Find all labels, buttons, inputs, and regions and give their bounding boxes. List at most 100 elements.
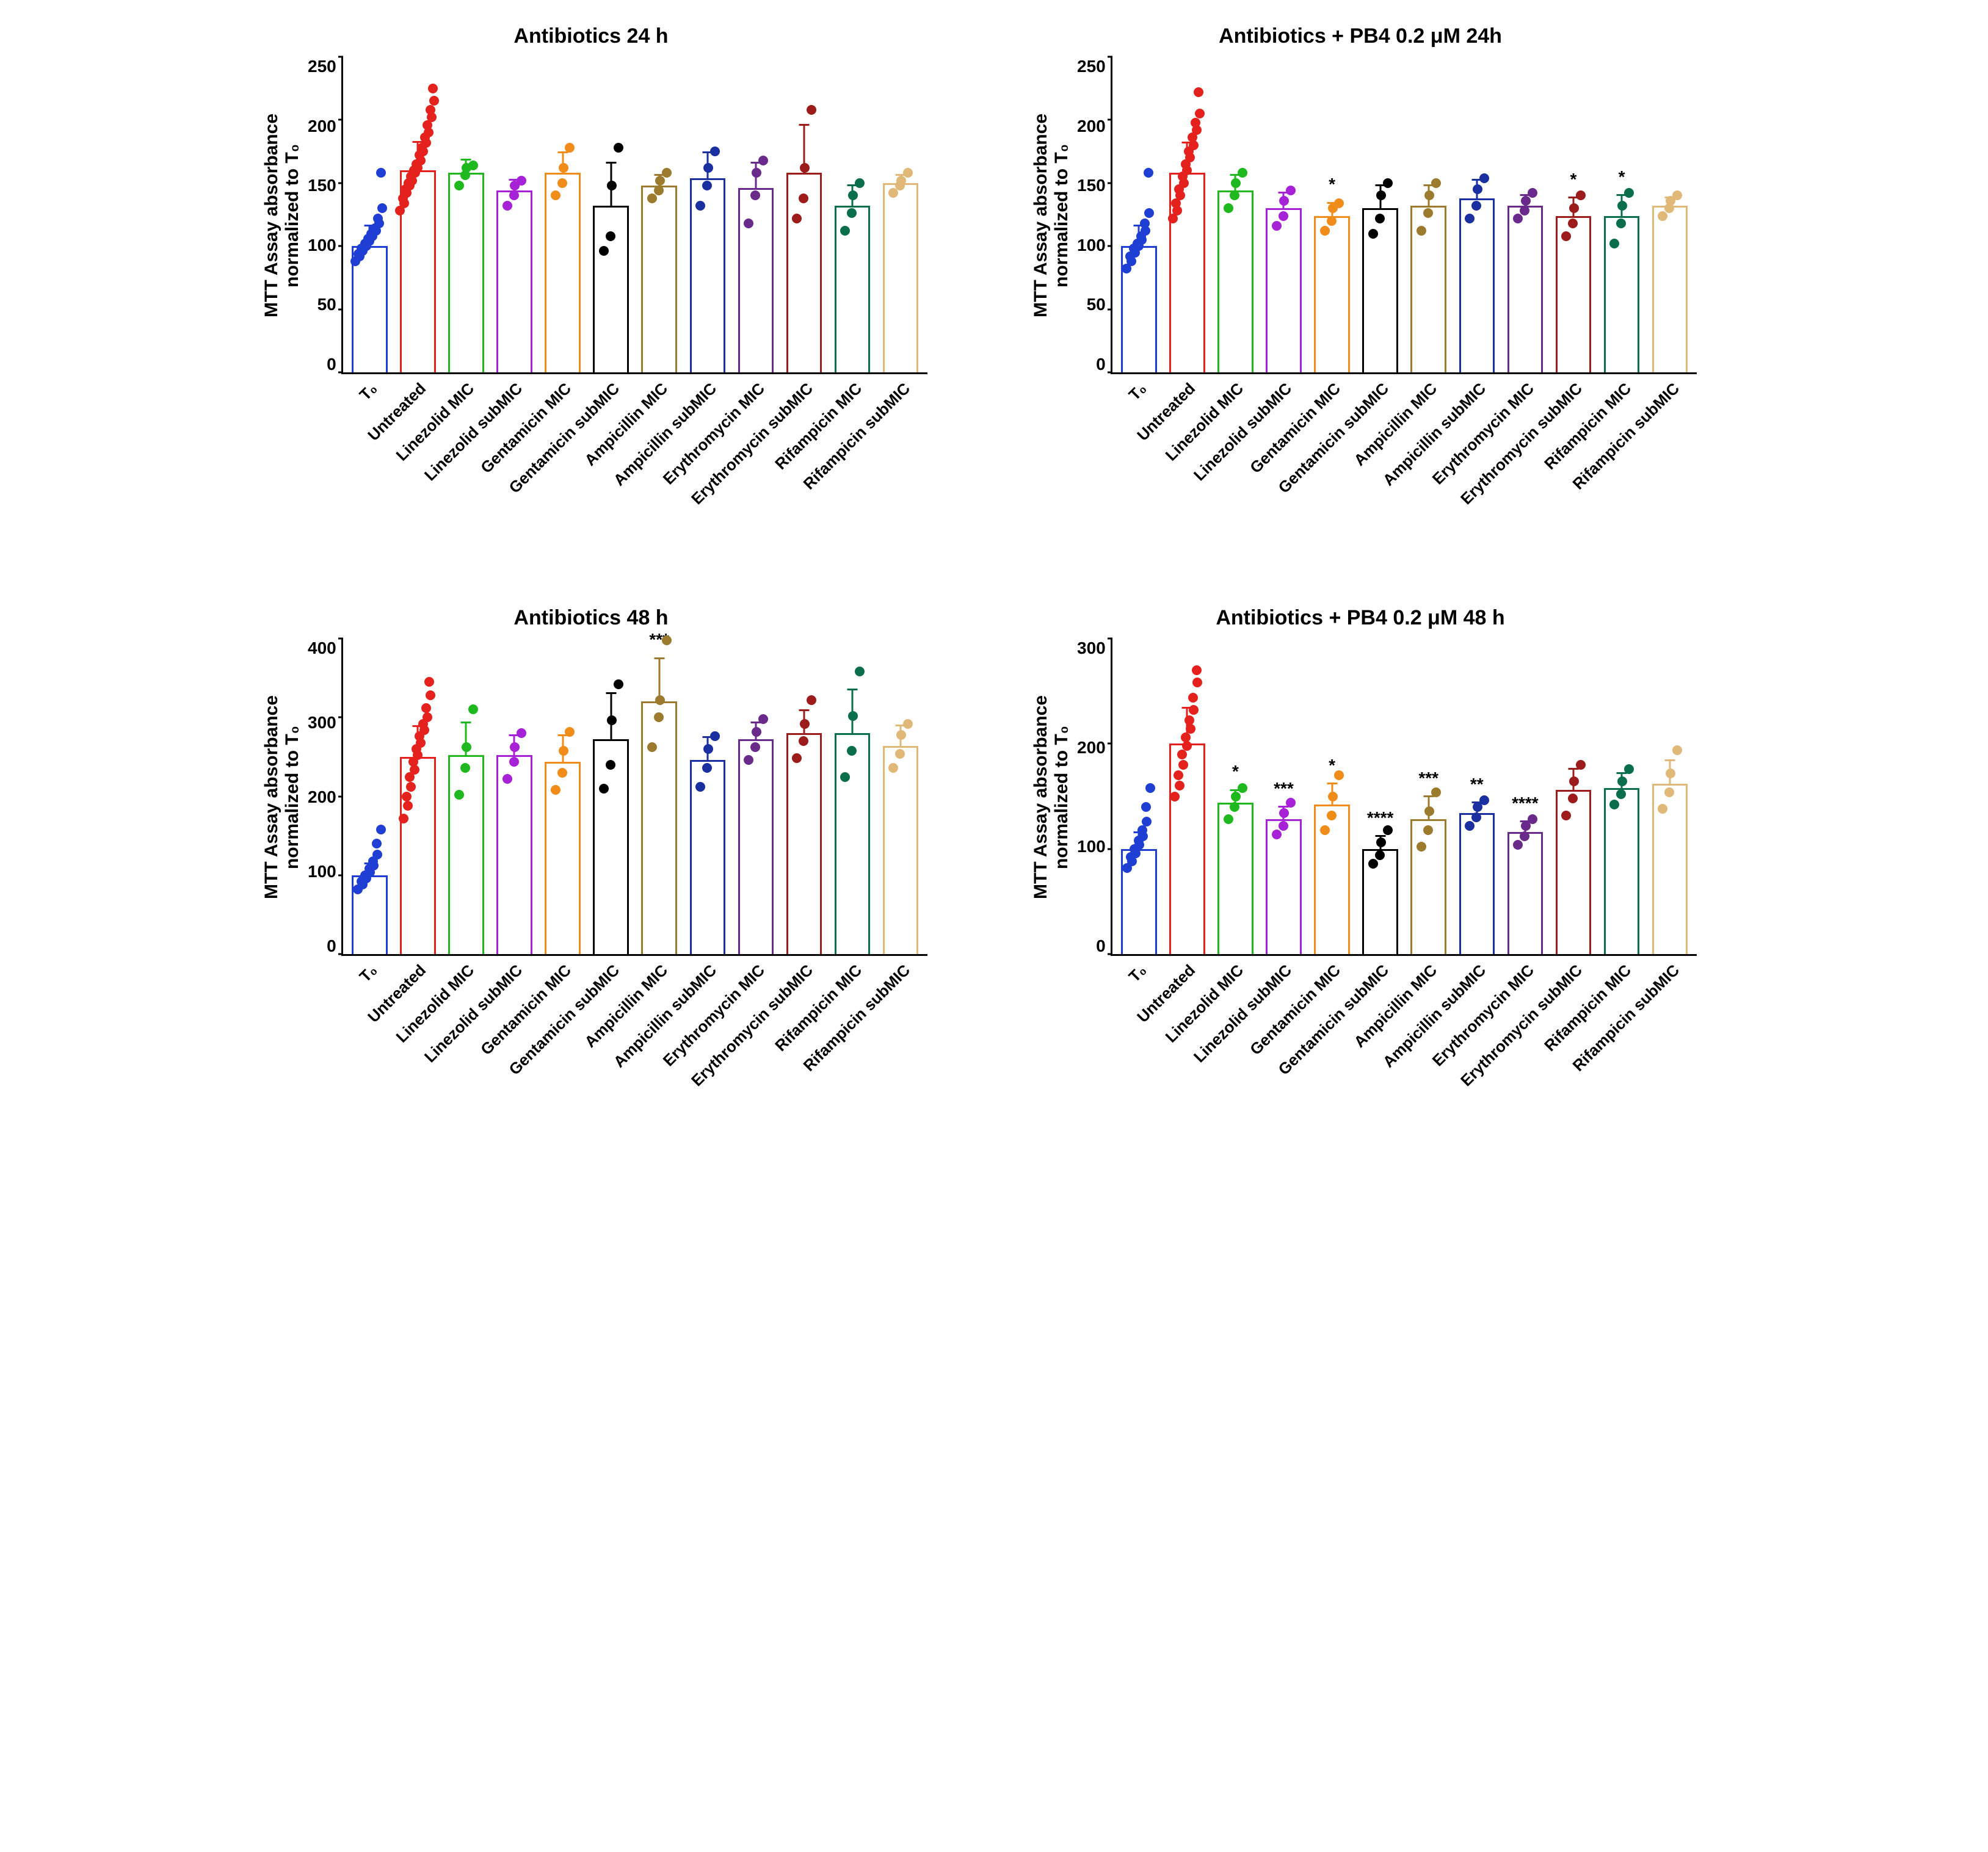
bar-slot: * [1309,638,1355,954]
data-point [1184,146,1194,156]
bar-slot [347,57,393,372]
bar [1362,849,1398,954]
bar-slot [830,57,876,372]
bar [883,746,919,954]
data-point [371,226,381,236]
data-point [1624,188,1634,198]
bar [448,173,484,372]
bar [641,701,677,954]
y-tick-label: 250 [1077,57,1106,76]
y-tick-label: 100 [1077,837,1106,856]
data-point [903,719,913,729]
bar [1459,198,1495,372]
x-axis-labels: T₀UntreatedLinezolid MICLinezolid subMIC… [1111,956,1697,1139]
bar [1169,173,1205,372]
significance-label: *** [1274,779,1294,798]
y-axis-label: MTT Assay absorbance normalized to T₀ [1031,638,1072,956]
data-point [903,168,913,178]
data-point [1238,783,1247,793]
x-tick-label: T₀ [356,379,381,404]
bar-slot [1502,57,1548,372]
bar [690,760,726,954]
y-tick-label: 50 [317,295,336,314]
data-point [1144,168,1153,178]
significance-label: * [1329,175,1335,194]
data-point [1192,678,1202,687]
bar [1507,832,1544,954]
y-tick-label: 50 [1087,295,1106,314]
y-tick-label: 100 [1077,236,1106,255]
data-point [426,690,435,700]
bar [738,739,774,954]
data-point [1528,188,1537,198]
y-axis-label: MTT Assay absorbance normalized to T₀ [1031,57,1072,374]
data-point [1140,219,1150,228]
data-point [421,703,431,713]
bar-slot [540,638,586,954]
bar-slot [733,57,778,372]
bar-slot [830,638,876,954]
bar-slot [492,57,537,372]
bar [593,739,629,954]
y-tick-label: 100 [308,236,336,255]
bar-slot [1550,638,1596,954]
data-point [517,728,526,738]
bar [786,733,822,954]
plot-area: ****************** [1111,638,1697,956]
bar-slot [347,638,393,954]
data-point [423,120,432,130]
data-point [1672,190,1682,200]
bar-slot: *** [636,638,682,954]
bar [1556,216,1592,372]
bar-slot [1213,57,1258,372]
data-point [1238,168,1247,178]
y-axis-ticks: 250200150100500 [1077,57,1111,374]
y-axis-ticks: 250200150100500 [308,57,341,374]
y-tick-label: 0 [1096,355,1106,374]
data-point [468,161,478,170]
data-point [1576,190,1586,200]
chart-panel: Antibiotics + PB4 0.2 μM 48 h MTT Assay a… [1031,606,1690,1139]
data-point [418,719,428,729]
data-point [1192,665,1202,675]
bar-slot [1599,638,1645,954]
significance-label: **** [1367,808,1394,828]
bar [1604,788,1640,954]
y-tick-label: 0 [327,936,336,956]
bar-slot: **** [1502,638,1548,954]
y-tick-label: 0 [327,355,336,374]
data-point [1672,745,1682,755]
data-point [1383,178,1393,188]
data-point [662,168,672,178]
bar [496,755,532,954]
data-point [1188,693,1198,703]
data-point [1431,178,1441,188]
significance-label: * [1570,170,1577,189]
significance-label: * [1329,756,1335,775]
bar-slot [636,57,682,372]
data-point [373,214,383,223]
x-tick-label: T₀ [1125,961,1150,986]
chart-panel: Antibiotics + PB4 0.2 μM 24h MTT Assay ab… [1031,24,1690,557]
bar-slot: *** [1261,638,1307,954]
y-tick-label: 200 [1077,738,1106,758]
bar-slot [1116,57,1162,372]
data-point [855,178,865,188]
bar-slot: *** [1406,638,1451,954]
bar [1266,208,1302,372]
data-point [1191,118,1200,128]
data-point [1334,770,1344,780]
chart-title: Antibiotics 48 h [261,606,921,630]
x-tick-label: T₀ [356,961,381,986]
chart-title: Antibiotics + PB4 0.2 μM 48 h [1031,606,1690,630]
y-tick-label: 400 [308,638,336,658]
x-axis-labels: T₀UntreatedLinezolid MICLinezolid subMIC… [341,956,927,1139]
y-tick-label: 200 [1077,117,1106,136]
bar [593,206,629,372]
bar [1604,216,1640,372]
plot-area [341,57,927,374]
chart-panel: Antibiotics 24 hMTT Assay absorbance nor… [261,24,921,557]
data-point [415,731,424,741]
chart-title: Antibiotics + PB4 0.2 μM 24h [1031,24,1690,48]
bar-slot [1116,638,1162,954]
